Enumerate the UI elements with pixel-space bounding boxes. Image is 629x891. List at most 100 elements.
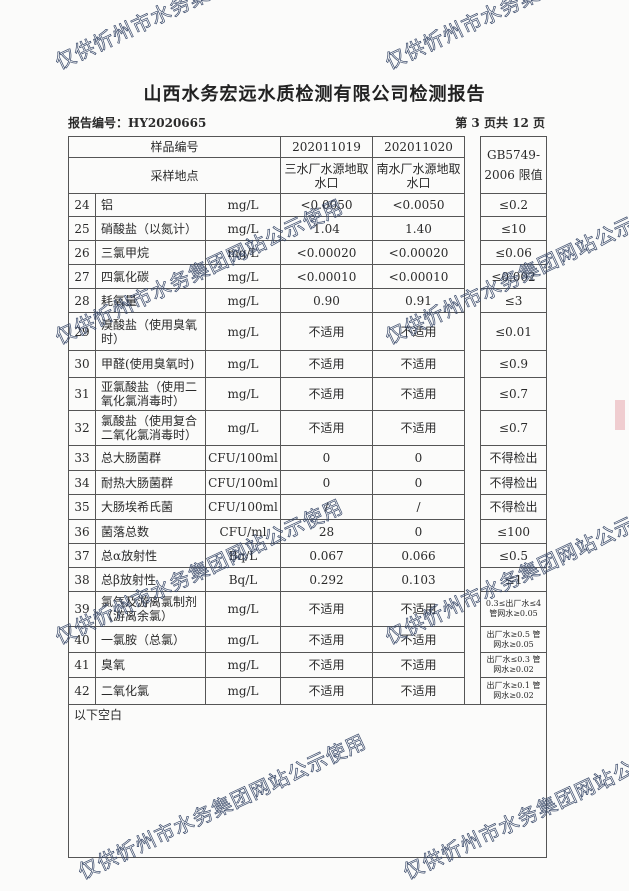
sample2-value: 不适用 <box>372 350 465 378</box>
sample1-value: 1.04 <box>280 216 373 241</box>
limit-value: 出厂水≤0.3 管网水≥0.02 <box>480 652 547 678</box>
limit-value: ≤0.7 <box>480 377 547 411</box>
sample1-value: 不适用 <box>280 377 373 411</box>
item-number: 33 <box>68 445 96 471</box>
item-unit: mg/L <box>205 626 281 653</box>
item-unit: mg/L <box>205 216 281 241</box>
sample2-value: 0 <box>372 519 465 544</box>
sample2-value: 0.91 <box>372 288 465 313</box>
limit-value: 不得检出 <box>480 494 547 520</box>
item-unit: Bq/L <box>205 567 281 592</box>
item-unit: mg/L <box>205 677 281 705</box>
report-number: 报告编号：HY2020665 <box>68 116 207 130</box>
item-number: 31 <box>68 377 96 411</box>
sample2-value: 0.066 <box>372 543 465 568</box>
sample1-value: <0.00020 <box>280 240 373 265</box>
item-name: 氯酸盐（使用复合二氧化氯消毒时） <box>95 410 206 446</box>
table-row: 39 氯气及游离氯制剂（游离余氯） mg/L 不适用 不适用 0.3≤出厂水≤4 管网水≥… <box>68 591 547 627</box>
item-unit: mg/L <box>205 591 281 627</box>
limit-value: ≤0.06 <box>480 240 547 265</box>
blank-note: 以下空白 <box>68 704 547 858</box>
item-name: 大肠埃希氏菌 <box>95 494 206 520</box>
report-title: 山西水务宏远水质检测有限公司检测报告 <box>143 84 486 105</box>
item-name: 菌落总数 <box>95 519 206 544</box>
sample2-value: / <box>372 494 465 520</box>
table-row: 26 三氯甲烷 mg/L <0.00020 <0.00020 ≤0.06 <box>68 240 547 265</box>
limit-value: ≤0.01 <box>480 312 547 351</box>
sample1-value: 不适用 <box>280 591 373 627</box>
item-name: 总α放射性 <box>95 543 206 568</box>
table-row: 38 总β放射性 Bq/L 0.292 0.103 ≤1 <box>68 567 547 592</box>
item-unit: mg/L <box>205 193 281 217</box>
item-number: 36 <box>68 519 96 544</box>
item-unit: CFU/ml <box>205 519 281 544</box>
sample1-value: 28 <box>280 519 373 544</box>
item-unit: Bq/L <box>205 543 281 568</box>
item-name: 甲醛(使用臭氧时) <box>95 350 206 378</box>
sample1-value: 不适用 <box>280 350 373 378</box>
sample1-value: 0.067 <box>280 543 373 568</box>
sample1-value: 不适用 <box>280 312 373 351</box>
item-unit: CFU/100ml <box>205 470 281 495</box>
item-unit: CFU/100ml <box>205 494 281 520</box>
item-number: 30 <box>68 350 96 378</box>
site-label: 采样地点 <box>68 157 281 194</box>
item-name: 耐热大肠菌群 <box>95 470 206 495</box>
table-row: 35 大肠埃希氏菌 CFU/100ml / / 不得检出 <box>68 494 547 520</box>
sample2-value: 不适用 <box>372 652 465 678</box>
item-unit: mg/L <box>205 288 281 313</box>
table-row: 40 一氯胺（总氯） mg/L 不适用 不适用 出厂水≥0.5 管网水≥0.05 <box>68 626 547 653</box>
limit-value: ≤10 <box>480 216 547 241</box>
spacer-column <box>464 136 481 194</box>
sample1-value: 不适用 <box>280 410 373 446</box>
table-row: 27 四氯化碳 mg/L <0.00010 <0.00010 ≤0.002 <box>68 264 547 289</box>
item-name: 二氧化氯 <box>95 677 206 705</box>
item-unit: mg/L <box>205 410 281 446</box>
limit-value: 出厂水≥0.5 管网水≥0.05 <box>480 626 547 653</box>
item-name: 铝 <box>95 193 206 217</box>
item-number: 25 <box>68 216 96 241</box>
item-number: 42 <box>68 677 96 705</box>
limit-value: 出厂水≥0.1 管网水≥0.02 <box>480 677 547 705</box>
sample1-value: 0.292 <box>280 567 373 592</box>
sample2-value: 不适用 <box>372 677 465 705</box>
page-info: 第 3 页共 12 页 <box>455 116 545 130</box>
sample-no-label: 样品编号 <box>68 136 281 158</box>
item-name: 氯气及游离氯制剂（游离余氯） <box>95 591 206 627</box>
watermark: 仅供忻州市水务集团网站公示使用 <box>50 0 348 75</box>
stamp-edge <box>615 400 625 430</box>
sample1-value: 不适用 <box>280 652 373 678</box>
item-unit: mg/L <box>205 312 281 351</box>
sample2-value: 不适用 <box>372 410 465 446</box>
item-name: 耗氧量 <box>95 288 206 313</box>
results-table: 样品编号 202011019 202011020 GB5749-2006 限值 … <box>68 136 547 858</box>
sample1-value: 不适用 <box>280 626 373 653</box>
item-number: 34 <box>68 470 96 495</box>
sample1-value: 0.90 <box>280 288 373 313</box>
sample2-value: 不适用 <box>372 377 465 411</box>
sample2-value: <0.00010 <box>372 264 465 289</box>
item-unit: CFU/100ml <box>205 445 281 471</box>
limit-value: ≤3 <box>480 288 547 313</box>
item-number: 37 <box>68 543 96 568</box>
item-unit: mg/L <box>205 652 281 678</box>
item-name: 硝酸盐（以氮计） <box>95 216 206 241</box>
sample1-value: <0.00010 <box>280 264 373 289</box>
limit-value: ≤0.2 <box>480 193 547 217</box>
sample1-value: 0 <box>280 445 373 471</box>
limit-header: GB5749-2006 限值 <box>480 136 547 194</box>
item-name: 亚氯酸盐（使用二氧化氯消毒时） <box>95 377 206 411</box>
sample2-no: 202011020 <box>372 136 465 158</box>
spacer-column <box>464 193 481 705</box>
sample2-value: 不适用 <box>372 312 465 351</box>
table-row: 42 二氧化氯 mg/L 不适用 不适用 出厂水≥0.1 管网水≥0.02 <box>68 677 547 705</box>
limit-value: 不得检出 <box>480 470 547 495</box>
limit-value: 不得检出 <box>480 445 547 471</box>
limit-value: ≤0.9 <box>480 350 547 378</box>
item-name: 一氯胺（总氯） <box>95 626 206 653</box>
sample2-value: 不适用 <box>372 591 465 627</box>
table-row: 36 菌落总数 CFU/ml 28 0 ≤100 <box>68 519 547 544</box>
item-number: 32 <box>68 410 96 446</box>
sample1-value: 0 <box>280 470 373 495</box>
sample2-value: 不适用 <box>372 626 465 653</box>
